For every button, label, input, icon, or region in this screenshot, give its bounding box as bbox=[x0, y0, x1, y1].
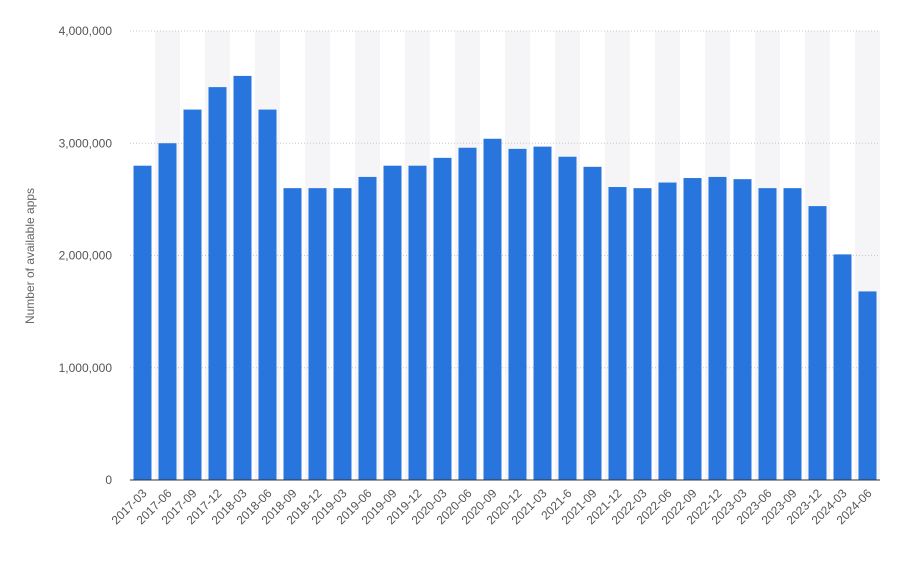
x-axis-ticks: 2017-032017-062017-092017-122018-032018-… bbox=[109, 486, 875, 527]
bar[interactable] bbox=[558, 156, 577, 480]
bar[interactable] bbox=[808, 206, 827, 481]
y-tick-label: 3,000,000 bbox=[59, 136, 113, 150]
bar[interactable] bbox=[633, 188, 652, 480]
bar[interactable] bbox=[358, 176, 377, 481]
bar[interactable] bbox=[483, 138, 502, 480]
y-tick-label: 0 bbox=[105, 473, 112, 487]
bars bbox=[133, 75, 877, 481]
bar[interactable] bbox=[233, 75, 252, 481]
y-axis-ticks: 0 1,000,000 2,000,000 3,000,000 4,000,000 bbox=[59, 24, 113, 487]
bar[interactable] bbox=[583, 166, 602, 480]
bar[interactable] bbox=[608, 187, 627, 480]
bar[interactable] bbox=[133, 165, 152, 480]
bar[interactable] bbox=[683, 178, 702, 481]
bar[interactable] bbox=[383, 165, 402, 480]
y-tick-label: 1,000,000 bbox=[59, 361, 113, 375]
y-tick-label: 4,000,000 bbox=[59, 24, 113, 38]
bar[interactable] bbox=[833, 254, 852, 480]
bar[interactable] bbox=[258, 109, 277, 480]
gridlines bbox=[130, 30, 880, 369]
bar[interactable] bbox=[408, 165, 427, 480]
bar[interactable] bbox=[708, 176, 727, 481]
bar[interactable] bbox=[283, 188, 302, 480]
bar[interactable] bbox=[433, 157, 452, 480]
y-tick-label: 2,000,000 bbox=[59, 249, 113, 263]
bar[interactable] bbox=[158, 143, 177, 480]
bar[interactable] bbox=[658, 182, 677, 480]
bar[interactable] bbox=[508, 148, 527, 481]
bar[interactable] bbox=[183, 109, 202, 480]
bar[interactable] bbox=[208, 87, 227, 480]
bar[interactable] bbox=[308, 188, 327, 480]
bar[interactable] bbox=[333, 188, 352, 480]
bar[interactable] bbox=[858, 291, 877, 480]
bar[interactable] bbox=[783, 188, 802, 480]
y-axis-label: Number of available apps bbox=[23, 188, 37, 324]
bar[interactable] bbox=[458, 147, 477, 481]
bar[interactable] bbox=[533, 146, 552, 480]
bar[interactable] bbox=[733, 179, 752, 481]
bar[interactable] bbox=[758, 188, 777, 480]
